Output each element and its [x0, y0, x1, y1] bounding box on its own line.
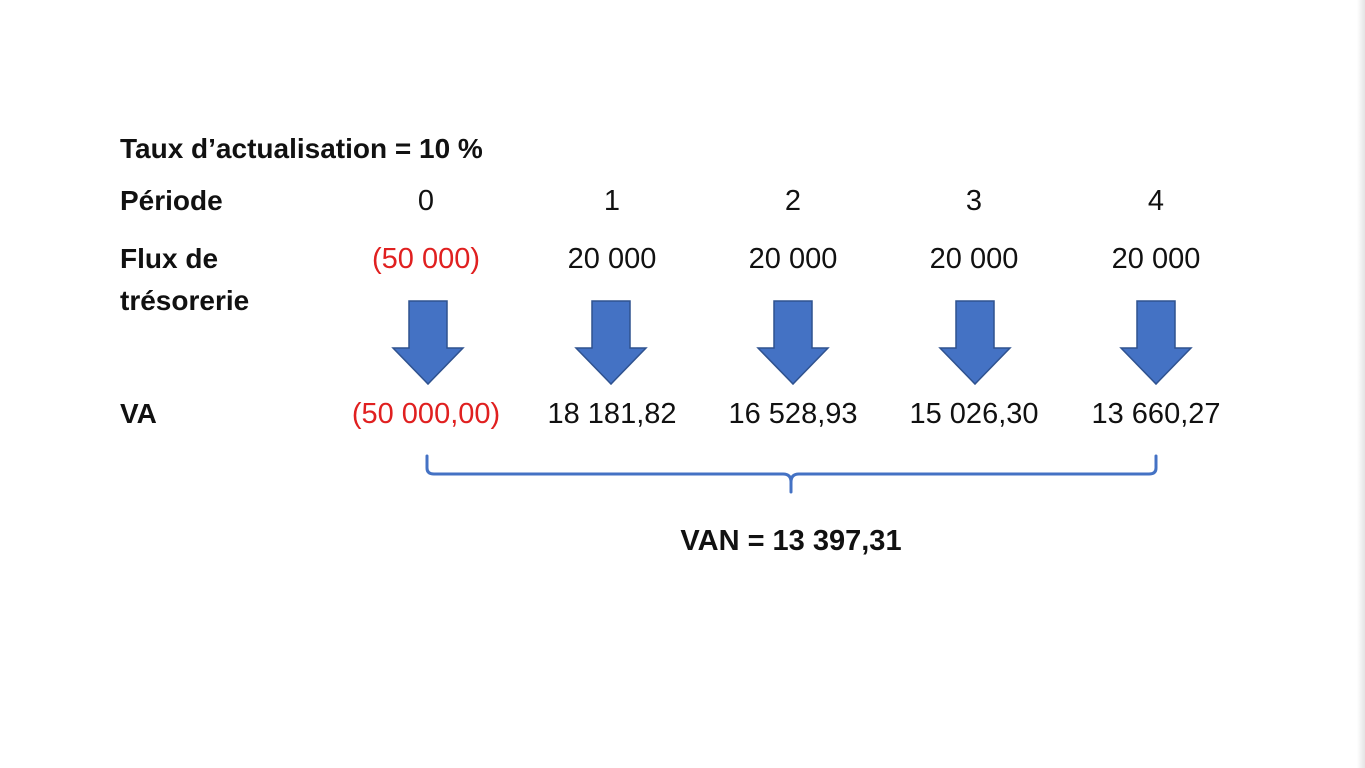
- cash-flow-3: 20 000: [929, 243, 1019, 275]
- cash-flow-1: 20 000: [567, 243, 657, 275]
- present-value-row-label: VA: [120, 398, 157, 429]
- cash-flow-4: 20 000: [1111, 243, 1201, 275]
- present-value-4: 13 660,27: [1091, 398, 1221, 430]
- arrow-down-icon: [574, 300, 648, 386]
- period-2: 2: [784, 185, 802, 217]
- arrow-down-icon: [938, 300, 1012, 386]
- period-0: 0: [417, 185, 435, 217]
- present-value-3: 15 026,30: [909, 398, 1039, 430]
- cash-flow-0: (50 000): [371, 243, 481, 275]
- present-value-1: 18 181,82: [547, 398, 677, 430]
- net-present-value: VAN = 13 397,31: [680, 525, 902, 557]
- period-3: 3: [965, 185, 983, 217]
- period-4: 4: [1147, 185, 1165, 217]
- arrow-down-icon: [391, 300, 465, 386]
- arrow-down-icon: [1119, 300, 1193, 386]
- discount-rate-title: Taux d’actualisation = 10 %: [120, 133, 483, 164]
- cash-flow-row-label-line2: trésorerie: [120, 285, 250, 316]
- arrow-down-icon: [756, 300, 830, 386]
- period-row-label: Période: [120, 185, 223, 216]
- present-value-2: 16 528,93: [728, 398, 858, 430]
- period-1: 1: [603, 185, 621, 217]
- present-value-0: (50 000,00): [351, 398, 501, 430]
- curly-brace-icon: [425, 454, 1158, 494]
- cash-flow-row-label-line1: Flux de: [120, 243, 219, 274]
- cash-flow-2: 20 000: [748, 243, 838, 275]
